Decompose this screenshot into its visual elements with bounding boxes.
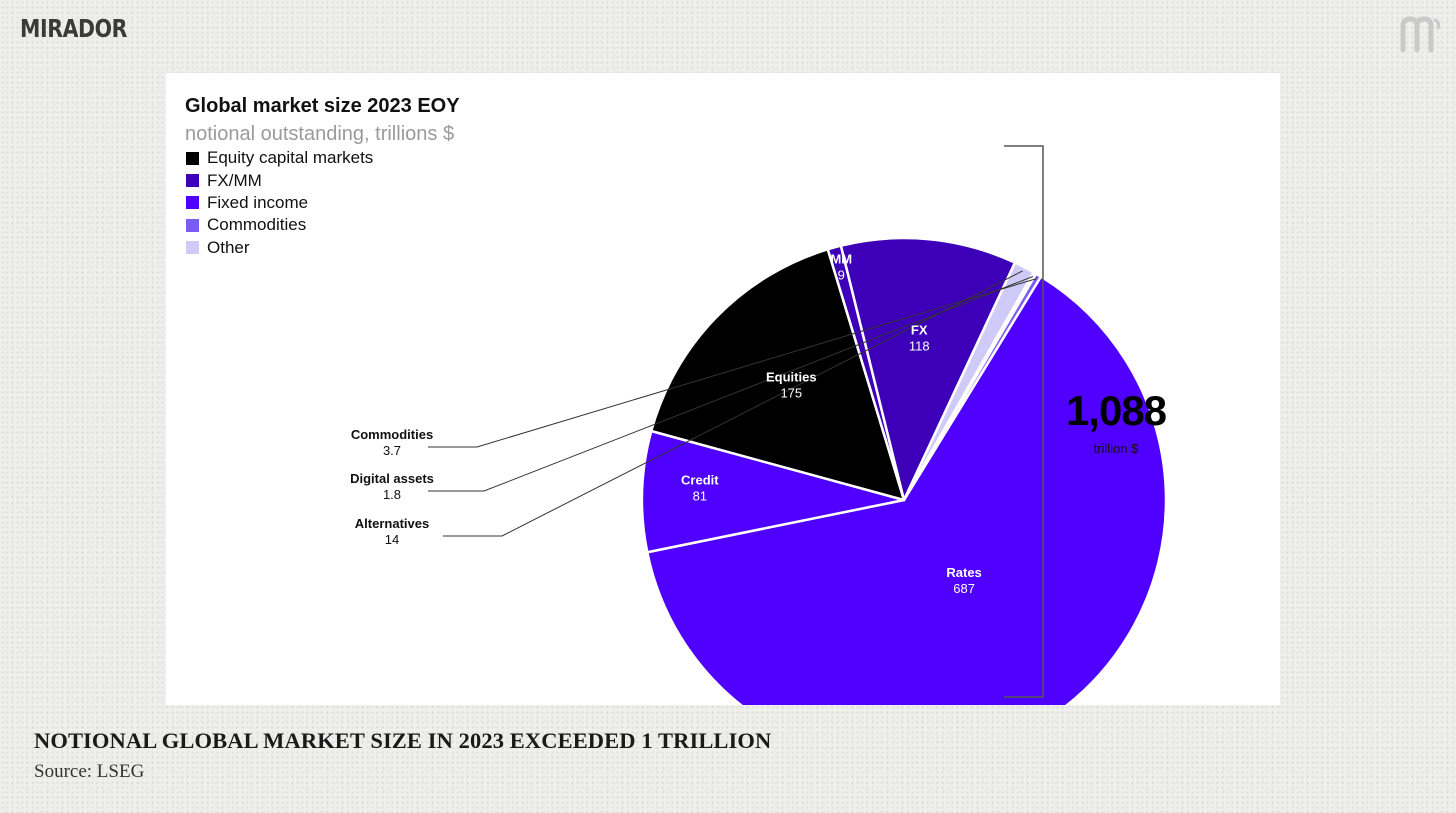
- legend-swatch: [186, 151, 199, 165]
- slice-value: 81: [693, 488, 707, 503]
- pie-slice-fx: [839, 236, 1017, 502]
- slice-value: 175: [780, 385, 802, 400]
- legend-label: Equity capital markets: [207, 148, 374, 168]
- pie-slice-rates: [646, 275, 1168, 705]
- slice-label: Rates: [946, 565, 981, 580]
- slice-value: 3.7: [383, 443, 401, 458]
- slice-label: Credit: [681, 472, 719, 487]
- leader-line: [428, 278, 1037, 448]
- slice-value: 687: [953, 581, 975, 596]
- slice-label: Digital assets: [350, 471, 434, 486]
- slice-label: Commodities: [351, 427, 433, 442]
- pie-slice-equities: [650, 248, 906, 502]
- caption-title: NOTIONAL GLOBAL MARKET SIZE IN 2023 EXCE…: [34, 728, 772, 753]
- legend-item-equity: Equity capital markets: [186, 147, 373, 169]
- pie-slice-credit: [640, 429, 906, 554]
- legend-label: Other: [207, 237, 250, 257]
- mirador-m-logo-icon: [1400, 16, 1441, 53]
- slice-label: Equities: [766, 369, 817, 384]
- slice-label: Alternatives: [355, 516, 429, 531]
- legend-item-fixed-income: Fixed income: [186, 192, 373, 214]
- legend-swatch: [186, 218, 199, 232]
- chart-title: Global market size 2023 EOY: [185, 95, 460, 117]
- slice-label: MM: [830, 252, 852, 267]
- legend-item-commodities: Commodities: [186, 214, 373, 236]
- chart-subtitle: notional outstanding, trillions $: [185, 123, 455, 145]
- slice-value: 14: [385, 532, 399, 547]
- legend-swatch: [186, 241, 199, 255]
- brand-logo: MIRADOR: [20, 14, 128, 43]
- legend-label: FX/MM: [207, 170, 262, 190]
- chart-card: Rates 687 Credit 81 Equities 175 MM 9 FX 118 Alter…: [166, 73, 1280, 705]
- legend-swatch: [186, 174, 199, 188]
- total-unit: trillion $: [1093, 441, 1139, 456]
- caption-source: Source: LSEG: [34, 761, 145, 782]
- slice-label: FX: [911, 323, 928, 338]
- slice-value: 9: [838, 268, 845, 283]
- chart-legend: Equity capital markets FX/MM Fixed incom…: [186, 147, 373, 259]
- total-value: 1,088: [1065, 387, 1167, 434]
- total-bracket: [1004, 145, 1044, 698]
- legend-item-fx-mm: FX/MM: [186, 169, 373, 191]
- leader-line: [428, 276, 1034, 492]
- pie-slice-commodities: [902, 272, 1043, 502]
- legend-swatch: [186, 196, 199, 210]
- leader-line: [443, 270, 1023, 537]
- legend-label: Commodities: [207, 215, 307, 235]
- slice-value: 1.8: [383, 487, 401, 502]
- legend-label: Fixed income: [207, 192, 309, 212]
- legend-item-other: Other: [186, 237, 373, 259]
- slice-value: 118: [909, 339, 930, 354]
